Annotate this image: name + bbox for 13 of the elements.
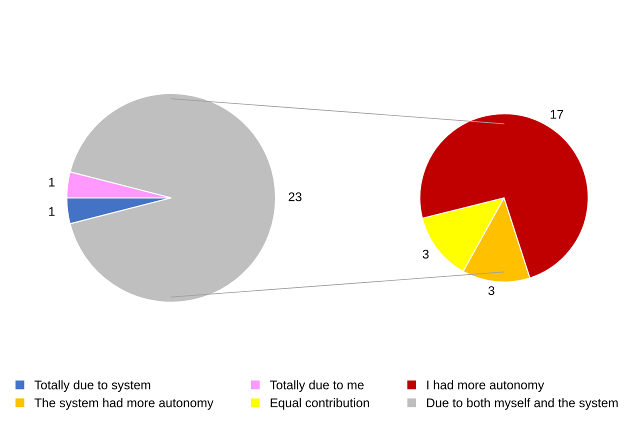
legend-label: Due to both myself and the system xyxy=(427,398,618,410)
pie-slice xyxy=(69,92,276,303)
data-label: 3 xyxy=(422,250,429,259)
data-label: 23 xyxy=(288,192,302,202)
legend-label: The system had more autonomy xyxy=(34,398,214,410)
data-label: 17 xyxy=(550,110,564,119)
data-label: 1 xyxy=(49,207,55,216)
data-label: 3 xyxy=(488,286,494,296)
legend-label: Totally due to me xyxy=(270,380,364,392)
legend-label: Totally due to system xyxy=(34,380,150,392)
legend-label: Equal contribution xyxy=(270,398,369,410)
data-label: 1 xyxy=(49,178,55,186)
legend-label: I had more autonomy xyxy=(427,380,544,392)
